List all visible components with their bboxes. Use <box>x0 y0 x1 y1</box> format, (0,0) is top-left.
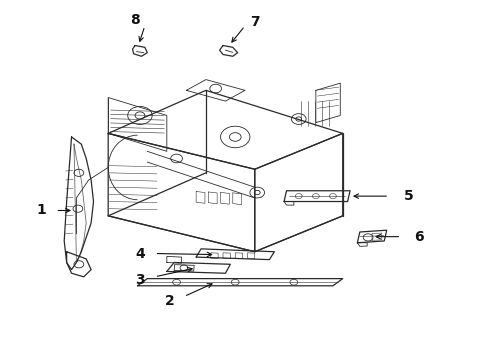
Text: 7: 7 <box>250 15 260 29</box>
Text: 2: 2 <box>164 294 174 308</box>
Text: 5: 5 <box>404 189 414 203</box>
Text: 8: 8 <box>130 13 140 27</box>
Text: 1: 1 <box>36 203 46 217</box>
Text: 6: 6 <box>414 230 423 244</box>
Text: 4: 4 <box>135 247 145 261</box>
Text: 3: 3 <box>135 273 145 287</box>
